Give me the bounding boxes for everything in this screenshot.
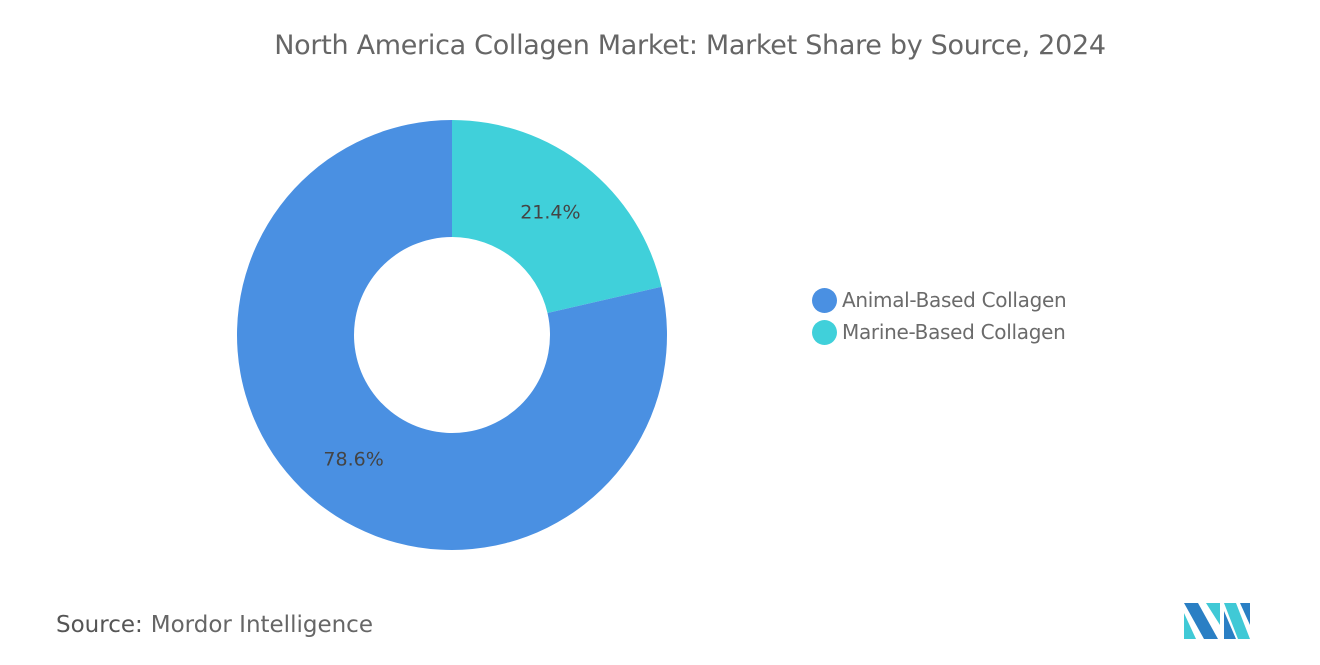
legend-label-marine: Marine-Based Collagen — [842, 320, 1066, 344]
legend-swatch-marine — [812, 319, 837, 345]
legend-item-animal: Animal-Based Collagen — [812, 284, 1067, 316]
source-note: Source: Mordor Intelligence — [56, 612, 373, 638]
chart-title: North America Collagen Market: Market Sh… — [274, 30, 1106, 61]
slice-marine-based-collagen — [452, 120, 662, 314]
legend-label-animal: Animal-Based Collagen — [842, 288, 1067, 312]
source-value: Mordor Intelligence — [150, 612, 373, 638]
legend-swatch-animal — [812, 287, 837, 313]
data-label-animal-based-collagen: 78.6% — [323, 449, 383, 471]
mordor-logo-icon — [1184, 603, 1250, 639]
legend-item-marine: Marine-Based Collagen — [812, 316, 1066, 348]
source-label: Source: — [56, 612, 143, 638]
legend: Animal-Based Collagen Marine-Based Colla… — [812, 284, 1067, 348]
slice-animal-based-collagen — [237, 120, 668, 550]
data-label-marine-based-collagen: 21.4% — [520, 201, 580, 223]
